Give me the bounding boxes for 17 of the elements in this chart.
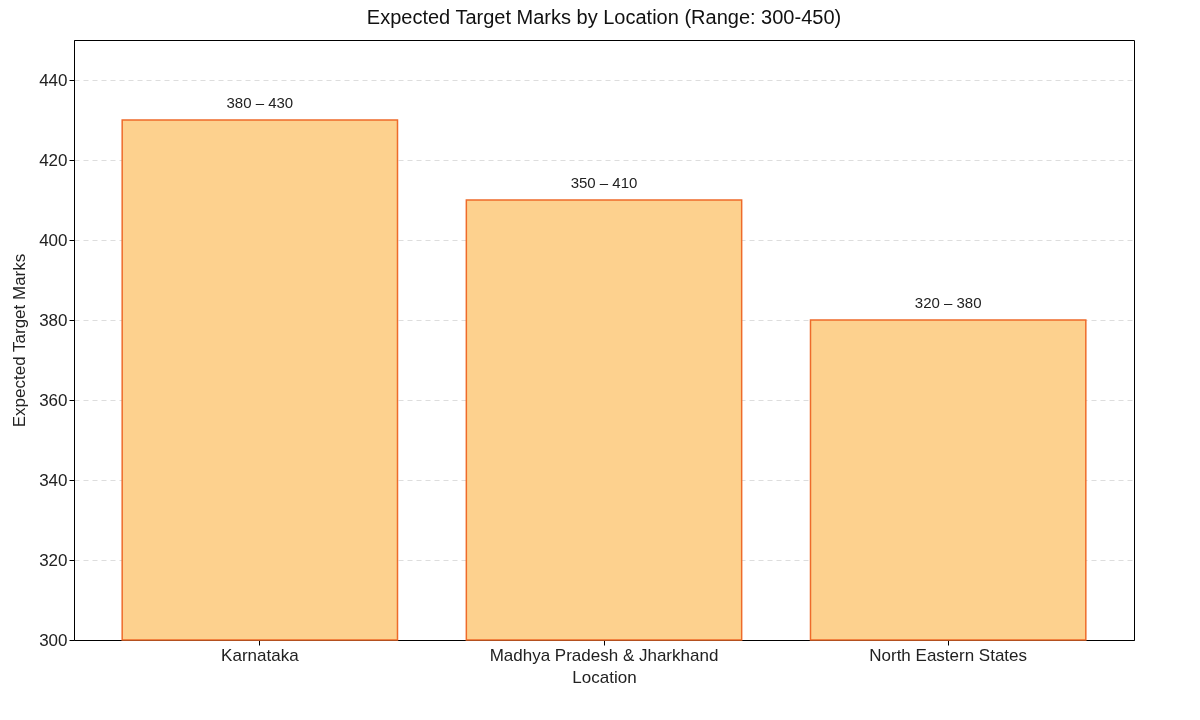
y-tick-label: 400 bbox=[39, 230, 68, 250]
annotation: 350 – 410 bbox=[570, 174, 638, 191]
y-tick-label: 340 bbox=[39, 470, 68, 490]
annotation: 380 – 430 bbox=[226, 94, 294, 111]
y-tick-label: 420 bbox=[39, 150, 68, 170]
x-tick-label: Madhya Pradesh & Jharkhand bbox=[489, 645, 719, 665]
y-tick-label: 320 bbox=[39, 550, 68, 570]
y-tick-label: 380 bbox=[39, 310, 68, 330]
y-tick-label: 360 bbox=[39, 390, 68, 410]
chart-title: Expected Target Marks by Location (Range: 300-450) bbox=[366, 6, 842, 28]
annotation: 320 – 380 bbox=[914, 294, 982, 311]
y-tick-label: 300 bbox=[39, 630, 68, 650]
y-tick-label: 440 bbox=[39, 70, 68, 90]
y-axis-title: Expected Target Marks bbox=[10, 253, 30, 428]
x-tick-label: North Eastern States bbox=[869, 645, 1028, 665]
x-axis-title: Location bbox=[572, 667, 637, 687]
x-tick-label: Karnataka bbox=[221, 645, 300, 665]
